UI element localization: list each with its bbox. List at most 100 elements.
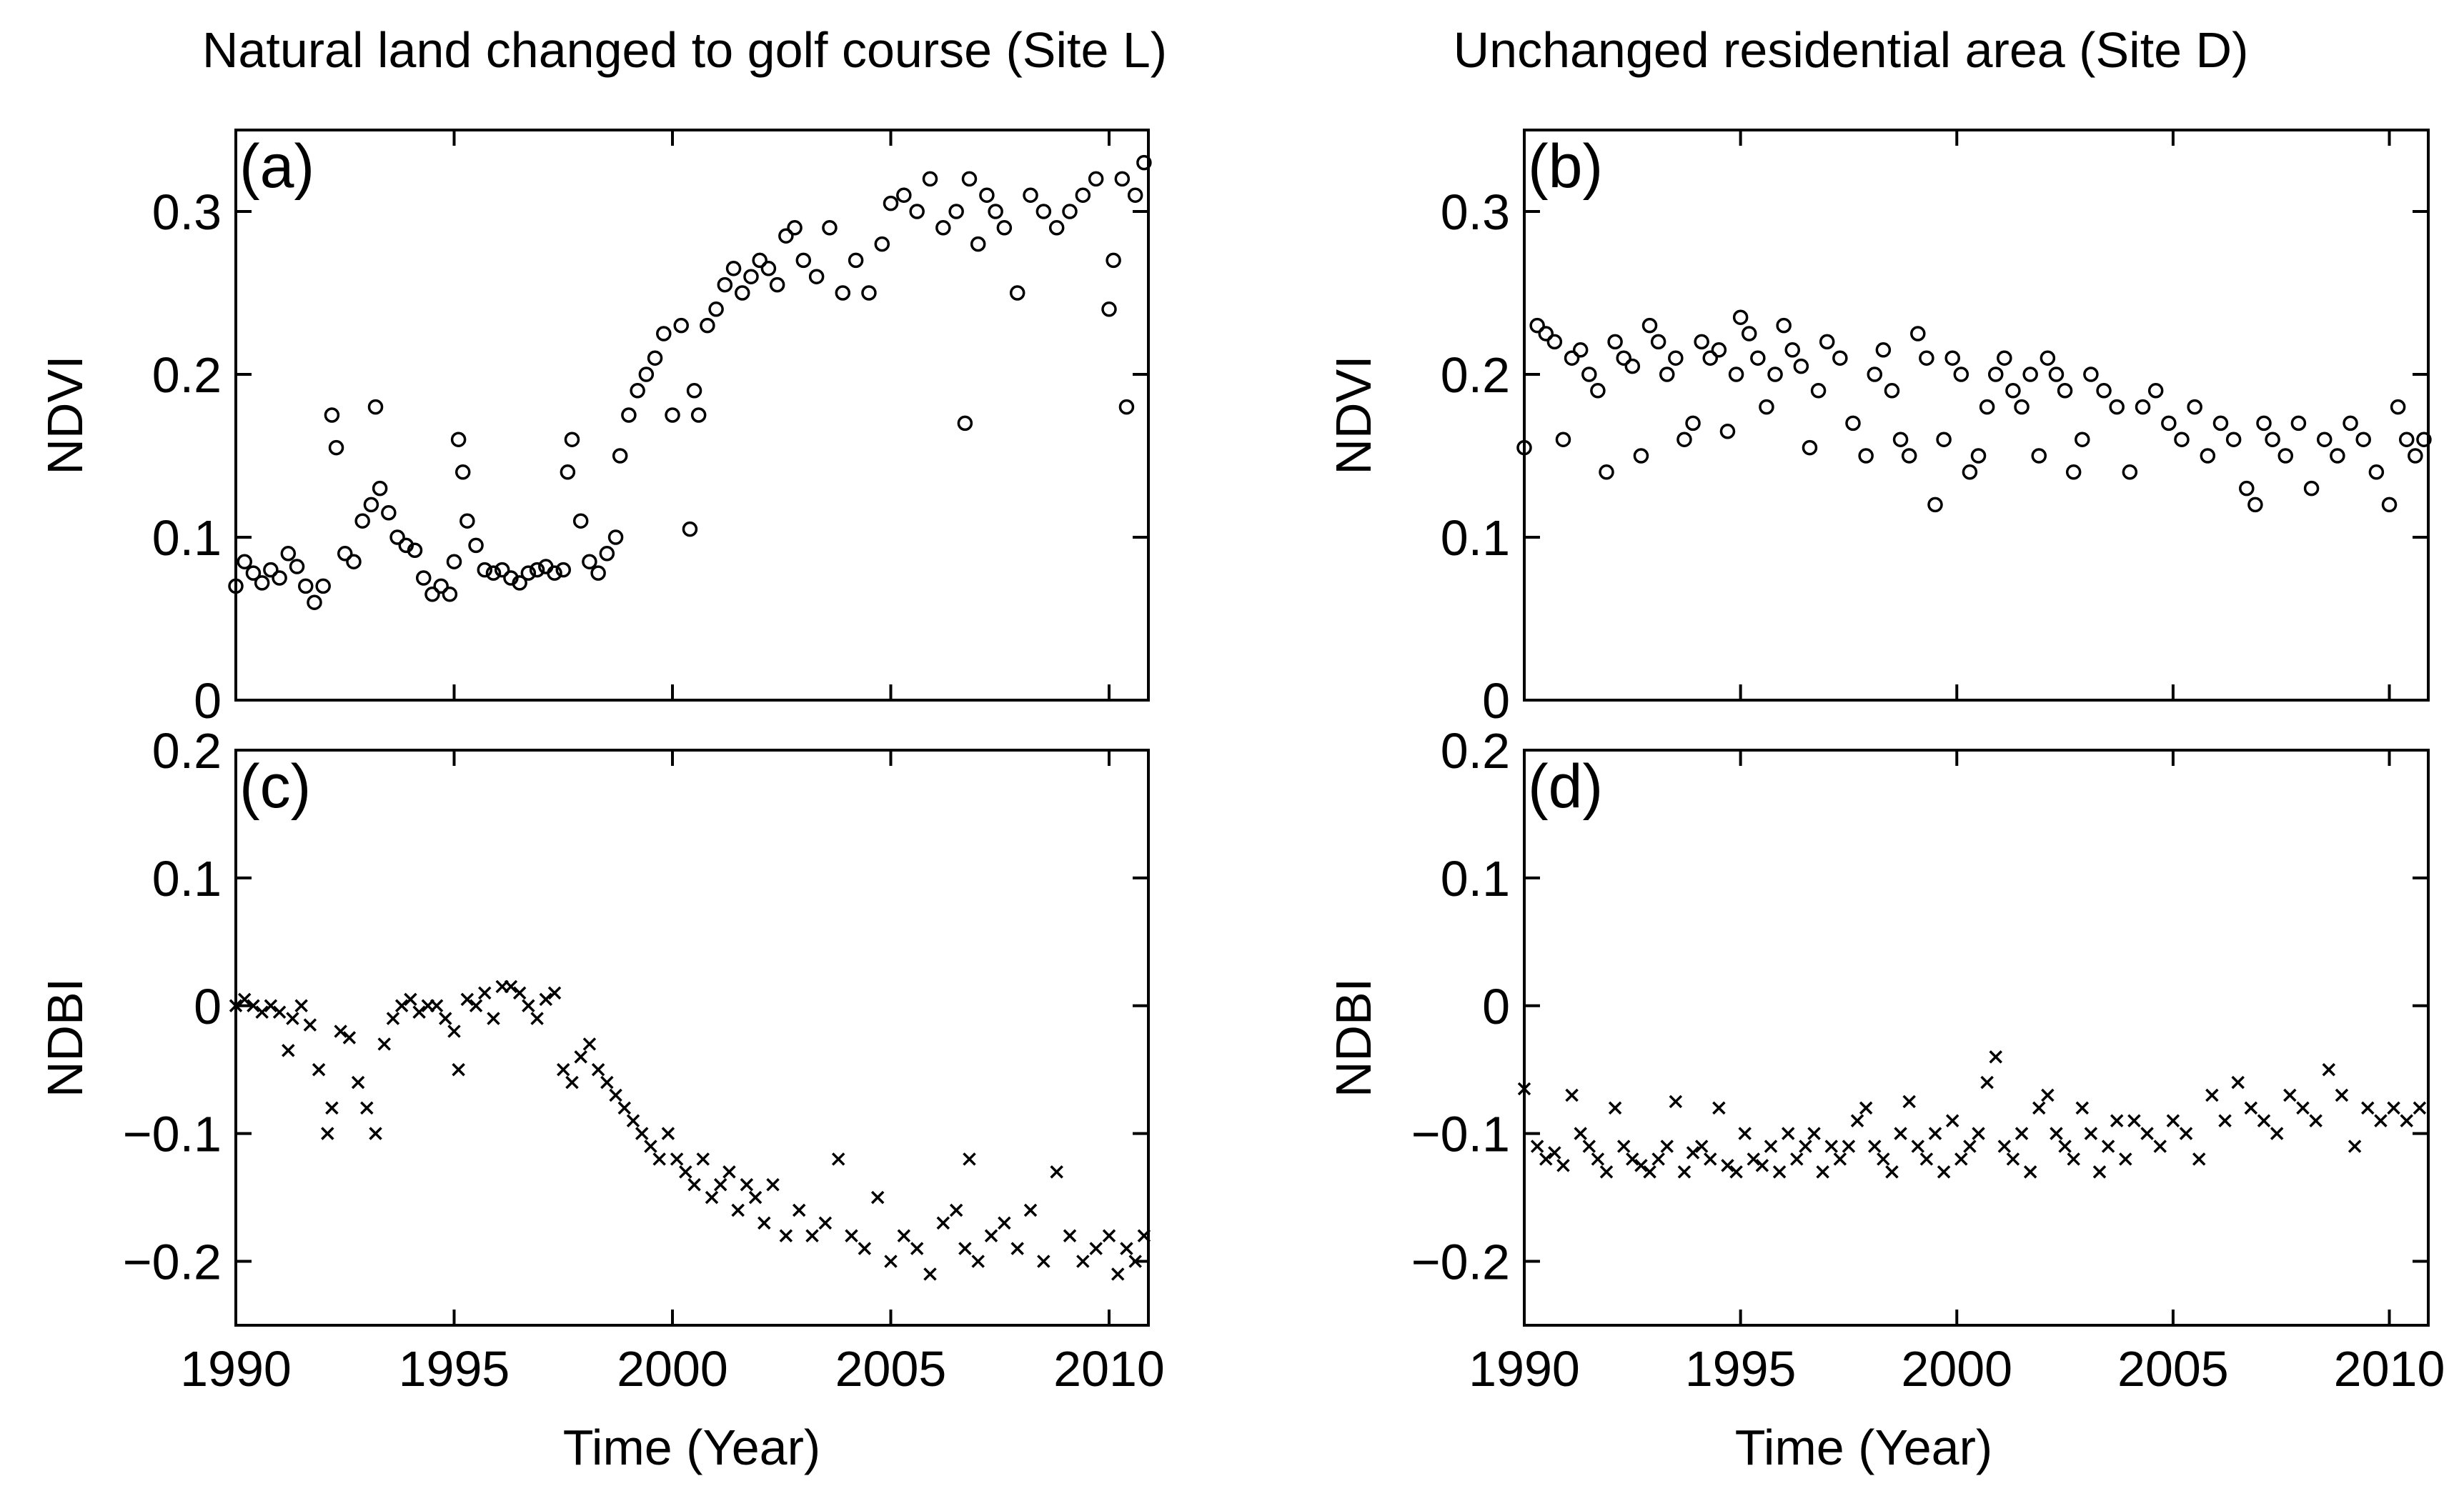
panel-a-point [1136, 154, 1152, 171]
panel-b-point [1538, 326, 1554, 341]
panel-c-point [582, 1037, 597, 1051]
panel-a-point [1035, 204, 1052, 219]
panel-a-point [1048, 220, 1065, 236]
panel-c-ytick-label: 0 [194, 979, 222, 1034]
panel-b-point [1832, 350, 1848, 366]
panel-c-xtick-label: 1995 [399, 1341, 510, 1397]
panel-a-point [289, 559, 305, 574]
panel-a-point [638, 366, 655, 382]
panel-a-point [700, 317, 715, 334]
panel-a-point [970, 236, 986, 252]
panel-b-point [2247, 497, 2263, 513]
panel-a-ytick-label: 0 [194, 673, 222, 729]
panel-a-point [769, 276, 785, 293]
panel-b-point [1572, 342, 1589, 358]
panel-b-point [1953, 366, 1969, 382]
panel-b-point [2083, 366, 2099, 382]
panel-c-point [237, 992, 252, 1007]
panel-a-point [363, 497, 379, 513]
panel-d: −0.2 −0.1 0 0.1 0.2 1990 1995 2000 2005 2010 (d) ND… [1326, 723, 2445, 1397]
panel-b-point [1802, 439, 1818, 456]
panel-b-point [2135, 399, 2151, 415]
panel-c-point [1063, 1229, 1077, 1243]
panel-a-point [372, 480, 388, 497]
panel-d-point [2374, 1114, 2388, 1128]
panel-d-point [2283, 1088, 2297, 1102]
panel-b-label: (b) [1528, 132, 1603, 201]
panel-d-point [2015, 1127, 2029, 1140]
panel-a-point [547, 565, 562, 581]
panel-b-point [2147, 383, 2164, 399]
panel-a-point [590, 565, 606, 581]
panel-a-point [1023, 187, 1038, 203]
panel-a-label: (a) [239, 132, 314, 201]
panel-b-point [1987, 366, 2004, 382]
panel-d-point [2257, 1114, 2271, 1128]
panel-c-point [998, 1216, 1011, 1230]
panel-a-point [315, 578, 331, 594]
panel-c-point [670, 1152, 684, 1166]
panel-b: 0 0.1 0.2 0.3 (b) NDVI [1326, 129, 2432, 729]
panel-c-point [722, 1165, 736, 1179]
panel-c-point [487, 1012, 500, 1025]
panel-b-point [2022, 366, 2038, 382]
panel-d-point [1591, 1152, 1605, 1166]
panel-b-point [2014, 399, 2030, 415]
panel-c-point [325, 1101, 339, 1115]
panel-a-point [582, 554, 597, 569]
panel-a-point [896, 187, 912, 203]
panel-d-point [1997, 1140, 2012, 1153]
panel-d-xtick-label: 2005 [2117, 1341, 2229, 1397]
panel-c-point [971, 1255, 985, 1268]
panel-a-point [647, 350, 663, 366]
panel-b-point [1564, 350, 1580, 366]
panel-a-point [686, 383, 702, 399]
panel-d-point [2032, 1101, 2046, 1115]
panel-d-point [1963, 1140, 1977, 1153]
panel-c-point [1037, 1255, 1050, 1268]
panel-d-point [2166, 1114, 2180, 1128]
panel-c-xtick-label: 2005 [835, 1341, 947, 1397]
panel-c-point [312, 1062, 326, 1077]
panel-a-point [254, 575, 270, 591]
panel-a-ytick-label: 0.3 [152, 184, 222, 240]
panel-c-ytick-label: −0.1 [123, 1107, 222, 1162]
panel-b-point [2355, 432, 2371, 447]
panel-a-point [752, 252, 767, 269]
panel-a-point [961, 171, 978, 187]
panel-a-point [979, 187, 995, 203]
panel-d-point [2179, 1127, 2193, 1140]
panel-a-point [381, 505, 397, 521]
panel-a-point [795, 252, 812, 269]
panel-d-point [1738, 1127, 1752, 1140]
panel-a-point [874, 236, 890, 252]
panel-b-frame [1523, 129, 2430, 702]
panel-b-ytick-label: 0 [1482, 673, 1510, 729]
panel-d-point [1972, 1127, 1985, 1140]
panel-b-point [1810, 383, 1827, 399]
panel-b-point [1875, 342, 1892, 358]
panel-d-ytick-label: 0 [1482, 979, 1510, 1034]
panel-d-point [1868, 1140, 1882, 1153]
panel-a-point [354, 513, 370, 529]
panel-d-point [1764, 1140, 1778, 1153]
panel-a-point [1118, 399, 1135, 415]
panel-a-point [883, 195, 899, 211]
panel-b-point [2390, 399, 2406, 415]
panel-a-point [263, 562, 279, 578]
panel-c-xtick-label: 2000 [617, 1341, 728, 1397]
panel-d-point [1859, 1101, 1873, 1115]
panel-a-point [564, 432, 580, 447]
panel-b-point [2290, 415, 2307, 432]
panel-d-point [1686, 1146, 1700, 1160]
panel-a-point [529, 562, 545, 578]
panel-d-point [1530, 1140, 1544, 1153]
panel-b-point [1784, 342, 1801, 358]
panel-c-point [766, 1177, 780, 1192]
panel-a-point [1009, 285, 1025, 301]
panel-c-point [394, 999, 409, 1013]
panel-c-point [591, 1062, 605, 1077]
panel-a-point [415, 570, 432, 586]
panel-c-point [923, 1267, 937, 1281]
panel-d-point [2387, 1101, 2400, 1115]
